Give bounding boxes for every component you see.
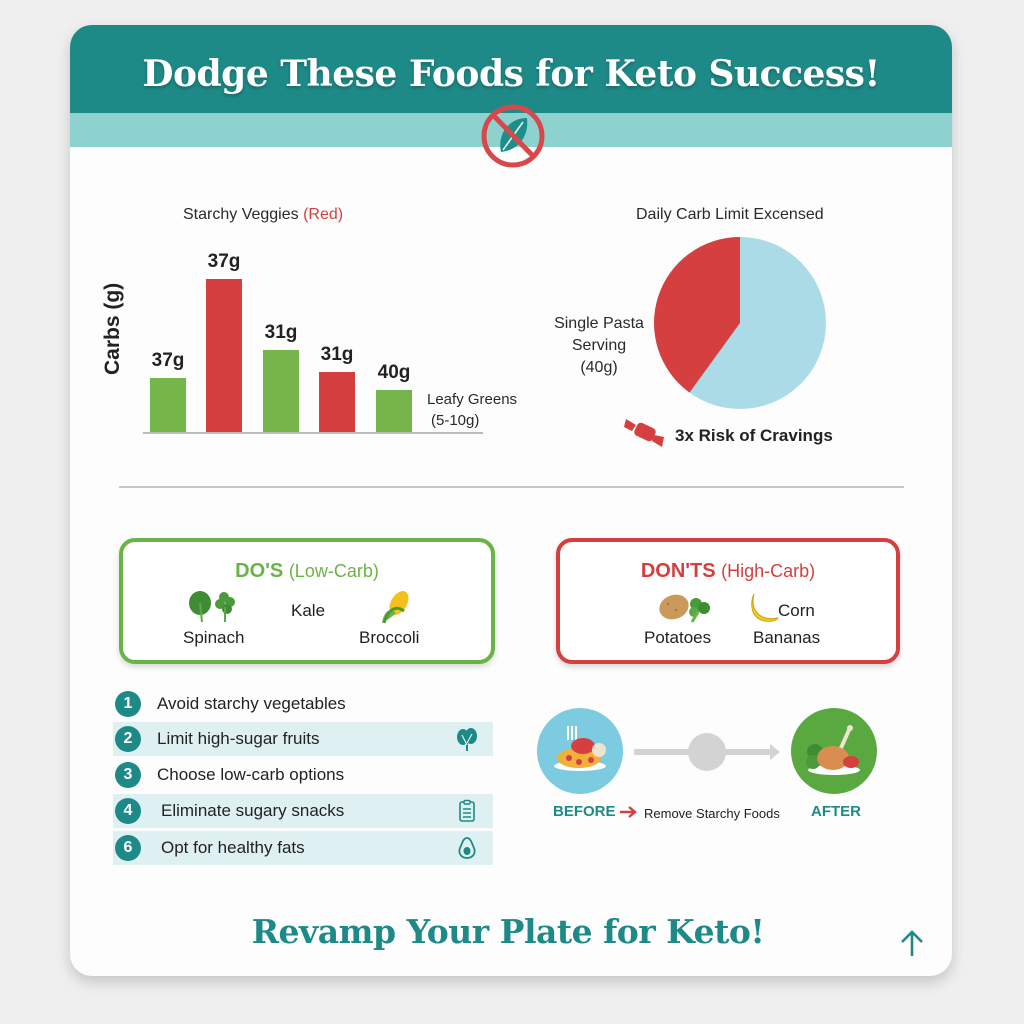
potato-icon: [659, 594, 710, 623]
tip-number-badge: 4: [115, 798, 141, 824]
tip-number-badge: 6: [115, 835, 141, 861]
tip-text: Limit high-sugar fruits: [157, 729, 320, 748]
chicken-plate-icon: [806, 725, 860, 775]
pasta-plate-icon: [554, 726, 606, 771]
pie-slice-label: Single Pasta Serving (40g): [543, 313, 655, 379]
donts-title: DON'TS (High-Carb): [560, 560, 896, 583]
after-circle: [791, 708, 877, 794]
bar-1: [150, 378, 186, 432]
pie-chart-title: Daily Carb Limit Excensed: [636, 206, 824, 223]
before-label: BEFORE: [553, 803, 616, 820]
banana-icon: [751, 593, 779, 622]
donts-subtitle: (High-Carb): [721, 561, 816, 581]
dos-item-spinach: Spinach: [183, 628, 245, 647]
annotation-line-1: Leafy Greens: [427, 391, 518, 408]
tip-number-badge: 2: [115, 726, 141, 752]
progress-arrow: [634, 733, 780, 771]
after-label: AFTER: [811, 803, 861, 820]
x-axis-line: [143, 432, 483, 434]
right-arrow-icon: [620, 806, 637, 818]
donts-title-main: DON'TS: [640, 560, 716, 582]
page-title: Dodge These Foods for Keto Success!: [142, 53, 880, 95]
tip-text: Eliminate sugary snacks: [161, 801, 345, 820]
tip-row-2: 2 Limit high-sugar fruits: [113, 722, 493, 756]
dos-title: DO'S (Low-Carb): [123, 560, 491, 583]
tip-text: Avoid starchy vegetables: [157, 694, 346, 713]
donts-item-bananas: Bananas: [753, 628, 821, 647]
bar-5-value: 40g: [377, 362, 411, 383]
donts-item-corn: Corn: [778, 601, 815, 620]
bar-5: [376, 390, 412, 432]
tip-row-3: 3 Choose low-carb options: [113, 758, 493, 792]
before-circle: [537, 708, 623, 794]
donts-box: DON'TS (High-Carb) Potatoes Corn Bananas: [556, 538, 900, 664]
bar-4: [319, 372, 355, 432]
pie-label-line-3: (40g): [580, 359, 618, 376]
cravings-callout: 3x Risk of Cravings: [675, 426, 833, 445]
tip-number-badge: 3: [115, 762, 141, 788]
clipboard-icon: [459, 799, 475, 822]
bar-2: [206, 279, 242, 432]
corn-icon: [382, 591, 409, 624]
tip-row-1: 1 Avoid starchy vegetables: [113, 687, 493, 721]
up-arrow-icon[interactable]: [898, 928, 926, 958]
bar-3-value: 31g: [264, 322, 298, 343]
bar-4-value: 31g: [320, 344, 354, 365]
tip-row-5: 6 Opt for healthy fats: [113, 831, 493, 865]
bar-2-value: 37g: [207, 251, 241, 272]
tip-text: Opt for healthy fats: [161, 838, 305, 857]
header-bar: [70, 25, 952, 113]
dos-item-kale: Kale: [291, 601, 326, 620]
dos-item-broccoli: Broccoli: [359, 628, 420, 647]
tip-row-4: 4 Eliminate sugary snacks: [113, 794, 493, 828]
footer-tagline: Revamp Your Plate for Keto!: [251, 912, 765, 951]
donts-item-potatoes: Potatoes: [644, 628, 712, 647]
bar-chart-title-main: Starchy Veggies: [183, 206, 299, 223]
candy-icon: [624, 419, 664, 447]
dos-subtitle: (Low-Carb): [288, 561, 379, 581]
pie-chart: [654, 237, 826, 409]
bar-1-value: 37g: [151, 350, 185, 371]
section-divider: [119, 486, 904, 488]
transformation-caption: Remove Starchy Foods: [644, 806, 780, 821]
pie-label-line-2: Serving: [571, 337, 627, 354]
bar-chart-title-accent: (Red): [303, 206, 344, 223]
dos-title-main: DO'S: [235, 560, 284, 582]
leafy-greens-annotation: Leafy Greens (5-10g): [427, 389, 517, 431]
no-leaf-icon: [481, 104, 545, 168]
avocado-icon: [458, 837, 476, 859]
spinach-icon: [189, 591, 235, 623]
dos-box: DO'S (Low-Carb) Spinach Kale Broccoli: [119, 538, 495, 664]
leaf-icon: [457, 728, 477, 751]
annotation-line-2: (5-10g): [431, 412, 480, 429]
tip-text: Choose low-carb options: [157, 765, 345, 784]
y-axis-label: Carbs (g): [101, 282, 124, 375]
tip-number-badge: 1: [115, 691, 141, 717]
bar-chart-title: Starchy Veggies (Red): [183, 206, 343, 224]
bar-3: [263, 350, 299, 432]
pie-label-line-1: Single Pasta: [554, 315, 644, 332]
